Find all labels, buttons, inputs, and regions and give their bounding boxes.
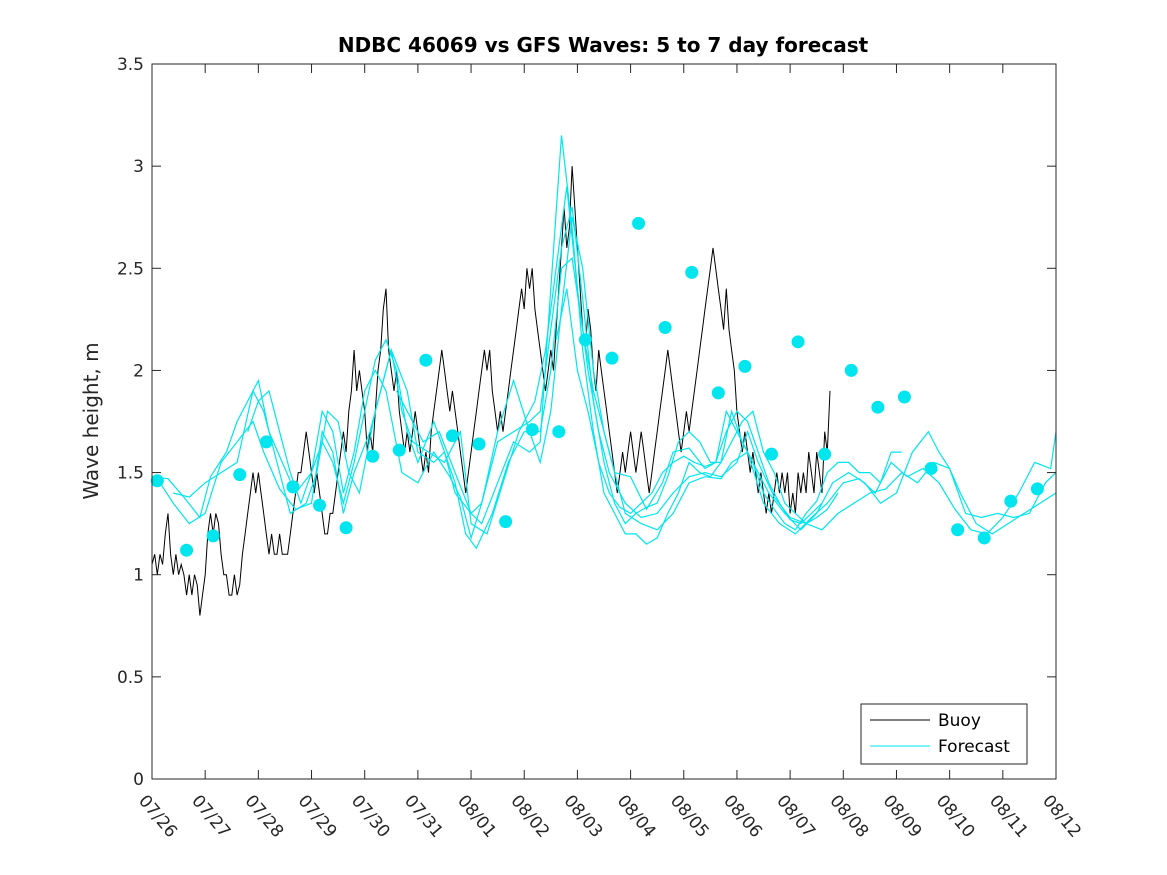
y-tick-label: 0.5 [117,668,144,688]
x-tick-label: 08/03 [560,791,607,841]
x-tick-label: 07/26 [134,791,181,841]
forecast-marker [897,390,911,404]
forecast-marker [738,359,752,373]
forecast-marker [366,449,380,463]
x-tick-label: 08/08 [825,791,872,841]
forecast-marker [578,333,592,347]
buoy-series-line [151,166,831,616]
forecast-marker [150,474,164,488]
forecast-marker [233,468,247,482]
forecast-marker [685,265,699,279]
plot-area [150,63,1057,780]
x-tick-label: 08/11 [985,791,1032,841]
forecast-marker [1004,494,1018,508]
forecast-marker-layer [150,216,1044,557]
x-tick-label: 08/09 [879,791,926,841]
forecast-marker [552,425,566,439]
forecast-marker [977,531,991,545]
legend-label-buoy: Buoy [938,711,981,731]
forecast-marker [632,216,646,230]
buoy-layer [151,166,831,616]
plot-background [152,64,1056,779]
forecast-layer [151,135,1057,550]
x-tick-label: 08/10 [932,791,979,841]
forecast-marker [525,423,539,437]
forecast-marker [871,400,885,414]
x-tick-label: 08/01 [453,791,500,841]
forecast-marker [924,461,938,475]
forecast-marker [313,498,327,512]
forecast-marker [818,447,832,461]
forecast-marker [605,351,619,365]
y-axis-label: Wave height, m [79,342,103,499]
x-tick-label: 08/12 [1038,791,1085,841]
x-tick-label: 07/31 [400,791,447,841]
x-tick-label: 07/28 [241,791,288,841]
x-tick-label: 08/07 [772,791,819,841]
forecast-marker [286,480,300,494]
y-tick-label: 2 [133,361,144,381]
forecast-marker [1030,482,1044,496]
y-tick-label: 0 [133,770,144,790]
forecast-series-line [173,256,1057,550]
forecast-marker [339,521,353,535]
forecast-marker [844,363,858,377]
x-tick-label: 08/02 [506,791,553,841]
x-tick-label: 08/05 [666,791,713,841]
forecast-series-line [555,288,823,525]
x-tick-label: 08/06 [719,791,766,841]
x-tick-label: 07/29 [294,791,341,841]
forecast-marker [791,335,805,349]
legend: Buoy Forecast [860,703,1028,765]
forecast-marker [419,353,433,367]
y-tick-label: 1.5 [117,464,144,484]
forecast-marker [206,529,220,543]
forecast-series-line [247,206,839,525]
plot-frame [151,63,1057,780]
forecast-marker [445,429,459,443]
y-tick-label: 3.5 [117,55,144,75]
legend-label-forecast: Forecast [938,737,1010,757]
forecast-marker [499,515,513,529]
forecast-marker [472,437,486,451]
forecast-marker [259,435,273,449]
x-tick-label: 07/27 [187,791,234,841]
forecast-marker [711,386,725,400]
legend-box [860,703,1028,765]
y-tick-label: 2.5 [117,259,144,279]
forecast-marker [180,543,194,557]
forecast-series-line [396,135,902,545]
forecast-marker [392,443,406,457]
x-tick-label: 07/30 [347,791,394,841]
forecast-marker [951,523,965,537]
x-tick-label: 08/04 [613,791,660,841]
y-tick-label: 3 [133,157,144,177]
y-tick-label: 1 [133,566,144,586]
y-axis: 0 0.5 1 1.5 2 2.5 3 3.5 [117,55,1056,790]
forecast-marker [765,447,779,461]
chart-title: NDBC 46069 vs GFS Waves: 5 to 7 day fore… [338,33,869,57]
forecast-marker [658,321,672,335]
